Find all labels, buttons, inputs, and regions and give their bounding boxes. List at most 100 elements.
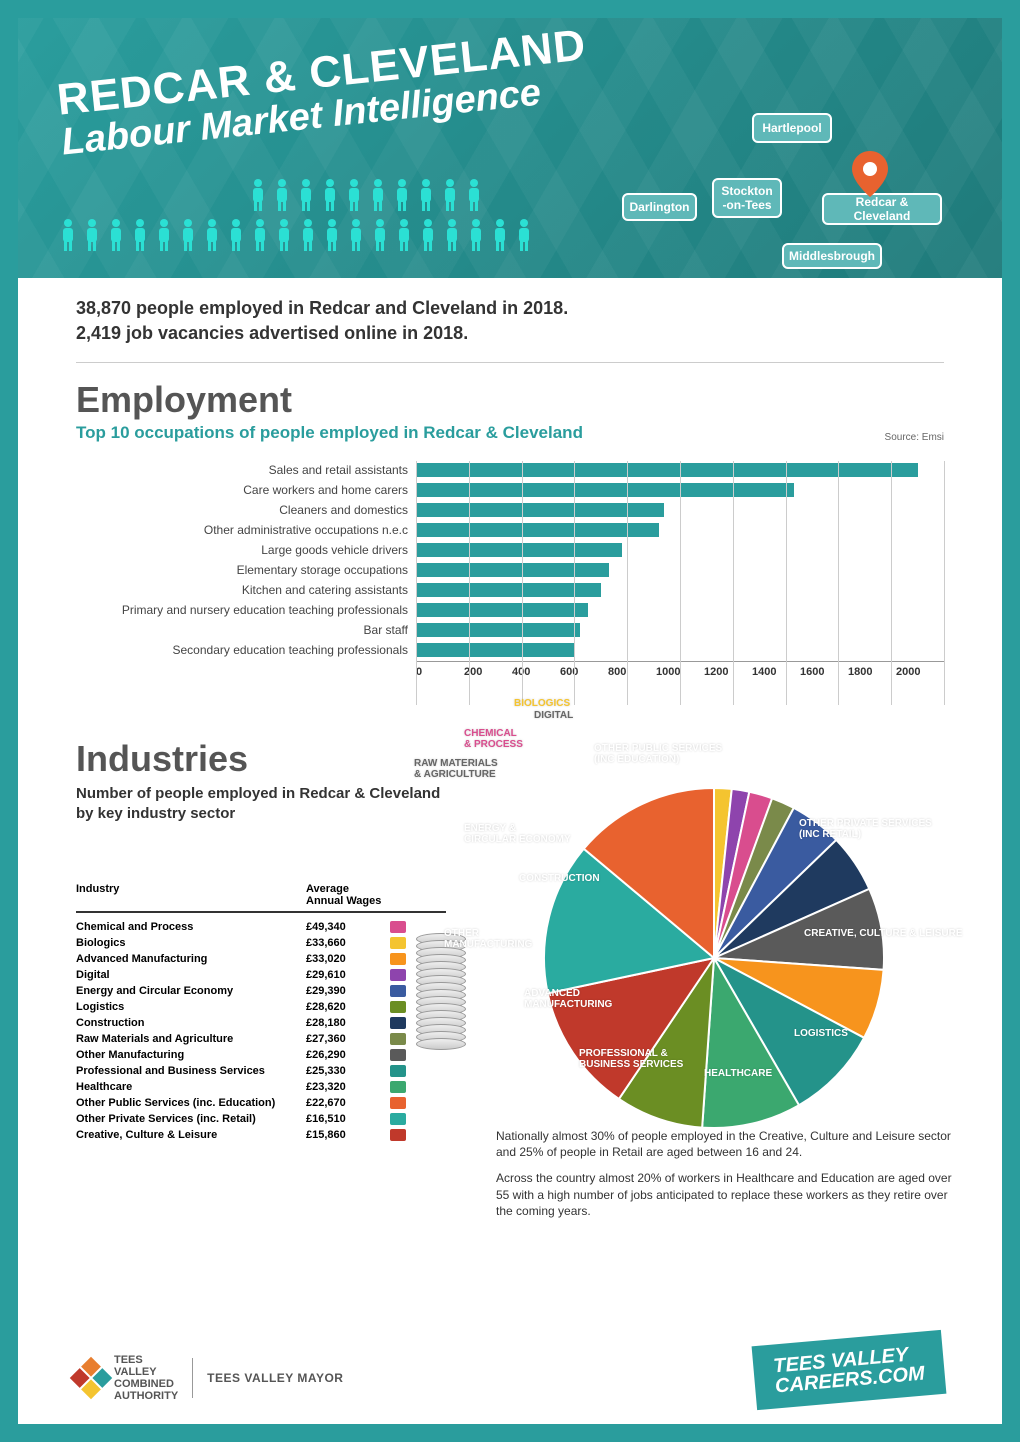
person-icon bbox=[440, 178, 460, 212]
pie-label: CHEMICAL& PROCESS bbox=[464, 728, 523, 750]
mayor-text: TEES VALLEY MAYOR bbox=[207, 1371, 343, 1385]
body-paragraph: Across the country almost 20% of workers… bbox=[496, 1170, 956, 1219]
wage-value: £29,390 bbox=[306, 985, 386, 997]
bar-label: Large goods vehicle drivers bbox=[76, 543, 416, 557]
wage-value: £33,660 bbox=[306, 937, 386, 949]
person-icon bbox=[466, 218, 486, 252]
person-icon bbox=[416, 178, 436, 212]
person-icon bbox=[368, 178, 388, 212]
wage-name: Other Private Services (inc. Retail) bbox=[76, 1113, 306, 1125]
people-icons-row2 bbox=[58, 218, 534, 252]
divider bbox=[76, 362, 944, 363]
th-industry: Industry bbox=[76, 883, 306, 907]
wage-row: Logistics£28,620 bbox=[76, 999, 446, 1015]
wage-name: Other Public Services (inc. Education) bbox=[76, 1097, 306, 1109]
pie-label: ENERGY &CIRCULAR ECONOMY bbox=[464, 823, 571, 845]
wage-row: Healthcare£23,320 bbox=[76, 1079, 446, 1095]
map-region: Middlesbrough bbox=[782, 243, 882, 269]
wage-value: £15,860 bbox=[306, 1129, 386, 1141]
wage-value: £22,670 bbox=[306, 1097, 386, 1109]
bar-label: Secondary education teaching professiona… bbox=[76, 643, 416, 657]
person-icon bbox=[322, 218, 342, 252]
bar-fill bbox=[416, 583, 601, 597]
wage-name: Logistics bbox=[76, 1001, 306, 1013]
bar-label: Care workers and home carers bbox=[76, 483, 416, 497]
person-icon bbox=[58, 218, 78, 252]
person-icon bbox=[296, 178, 316, 212]
wage-table: Industry Average Annual Wages Chemical a… bbox=[76, 883, 446, 1143]
wage-swatch bbox=[390, 985, 406, 997]
wage-row: Other Private Services (inc. Retail)£16,… bbox=[76, 1111, 446, 1127]
stat-employed: 38,870 people employed in Redcar and Cle… bbox=[76, 296, 944, 321]
bar-fill bbox=[416, 503, 664, 517]
person-icon bbox=[202, 218, 222, 252]
wage-row: Digital£29,610 bbox=[76, 967, 446, 983]
pie-label: LOGISTICS bbox=[794, 1028, 848, 1039]
bar-row: Primary and nursery education teaching p… bbox=[76, 601, 944, 619]
person-icon bbox=[274, 218, 294, 252]
x-tick: 1800 bbox=[848, 666, 896, 678]
wage-name: Digital bbox=[76, 969, 306, 981]
bar-fill bbox=[416, 463, 918, 477]
wage-swatch bbox=[390, 937, 406, 949]
wage-row: Raw Materials and Agriculture£27,360 bbox=[76, 1031, 446, 1047]
industries-body-text: Nationally almost 30% of people employed… bbox=[496, 1128, 956, 1229]
stats-block: 38,870 people employed in Redcar and Cle… bbox=[76, 296, 944, 721]
person-icon bbox=[418, 218, 438, 252]
wage-name: Healthcare bbox=[76, 1081, 306, 1093]
wage-swatch bbox=[390, 1129, 406, 1141]
wage-swatch bbox=[390, 1081, 406, 1093]
tvca-logo: TEESVALLEYCOMBINEDAUTHORITY bbox=[76, 1354, 178, 1402]
wage-value: £28,180 bbox=[306, 1017, 386, 1029]
pie-label: PROFESSIONAL &BUSINESS SERVICES bbox=[579, 1048, 683, 1070]
employment-source: Source: Emsi bbox=[885, 432, 944, 443]
bar-fill bbox=[416, 563, 609, 577]
x-tick: 2000 bbox=[896, 666, 944, 678]
x-tick: 1400 bbox=[752, 666, 800, 678]
person-icon bbox=[154, 218, 174, 252]
person-icon bbox=[370, 218, 390, 252]
person-icon bbox=[464, 178, 484, 212]
person-icon bbox=[106, 218, 126, 252]
bar-label: Elementary storage occupations bbox=[76, 563, 416, 577]
bar-row: Bar staff bbox=[76, 621, 944, 639]
bar-fill bbox=[416, 603, 588, 617]
person-icon bbox=[490, 218, 510, 252]
person-icon bbox=[394, 218, 414, 252]
wage-row: Construction£28,180 bbox=[76, 1015, 446, 1031]
person-icon bbox=[298, 218, 318, 252]
wage-row: Advanced Manufacturing£33,020 bbox=[76, 951, 446, 967]
x-tick: 800 bbox=[608, 666, 656, 678]
industries-block: Industries Number of people employed in … bbox=[76, 738, 944, 1143]
wage-swatch bbox=[390, 1097, 406, 1109]
wage-name: Creative, Culture & Leisure bbox=[76, 1129, 306, 1141]
person-icon bbox=[442, 218, 462, 252]
header-band: REDCAR & CLEVELAND Labour Market Intelli… bbox=[18, 18, 1002, 278]
bar-label: Sales and retail assistants bbox=[76, 463, 416, 477]
bar-row: Cleaners and domestics bbox=[76, 501, 944, 519]
industries-title: Industries bbox=[76, 738, 446, 780]
x-tick: 0 bbox=[416, 666, 464, 678]
wage-value: £27,360 bbox=[306, 1033, 386, 1045]
x-tick: 600 bbox=[560, 666, 608, 678]
x-tick: 1200 bbox=[704, 666, 752, 678]
pie-label: BIOLOGICS bbox=[514, 698, 570, 709]
bar-label: Bar staff bbox=[76, 623, 416, 637]
bar-label: Primary and nursery education teaching p… bbox=[76, 603, 416, 617]
pie-label: CONSTRUCTION bbox=[519, 873, 600, 884]
person-icon bbox=[320, 178, 340, 212]
bar-label: Other administrative occupations n.e.c bbox=[76, 523, 416, 537]
pie-label: OTHER PUBLIC SERVICES(INC EDUCATION) bbox=[594, 743, 722, 765]
x-tick: 1600 bbox=[800, 666, 848, 678]
person-icon bbox=[226, 218, 246, 252]
x-tick: 1000 bbox=[656, 666, 704, 678]
wage-value: £16,510 bbox=[306, 1113, 386, 1125]
x-tick: 200 bbox=[464, 666, 512, 678]
careers-badge: TEES VALLEY CAREERS.COM bbox=[752, 1330, 947, 1410]
wage-value: £49,340 bbox=[306, 921, 386, 933]
bar-fill bbox=[416, 523, 659, 537]
person-icon bbox=[514, 218, 534, 252]
wage-name: Chemical and Process bbox=[76, 921, 306, 933]
map-region: Hartlepool bbox=[752, 113, 832, 143]
wage-swatch bbox=[390, 1113, 406, 1125]
